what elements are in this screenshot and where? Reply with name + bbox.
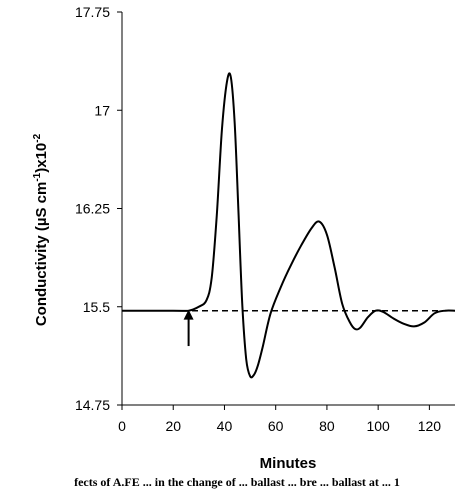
y-axis-ticks: 14.75 15.5 16.25 17 17.75 [75,4,122,413]
series-layer [122,72,456,379]
x-tick-label: 80 [319,418,335,434]
y-axis-title-sup-2: -2 [32,133,43,142]
x-tick-label: 20 [165,418,181,434]
x-tick-label: 60 [268,418,284,434]
axes [121,12,455,406]
y-axis-title-sup-1: -1 [32,172,43,181]
x-tick-label: 100 [366,418,390,434]
y-tick-label: 14.75 [75,397,110,413]
y-axis-title-part-2: )x10 [33,143,50,173]
y-tick-label: 17 [94,102,110,118]
x-tick-label: 0 [118,418,126,434]
x-axis-title: Minutes [260,455,317,472]
x-tick-label: 120 [418,418,442,434]
figure-caption: fects of A.FE ... in the change of ... b… [74,475,400,489]
x-tick-label: 40 [217,418,233,434]
x-axis-ticks: 0 20 40 60 80 100 120 [118,405,441,434]
conductivity-series-line [122,72,456,379]
y-tick-label: 15.5 [83,299,110,315]
y-tick-label: 17.75 [75,4,110,20]
y-axis-title-part-1: Conductivity (µS cm [33,182,50,327]
arrow-head [183,309,194,320]
y-axis-title: Conductivity (µS cm-1)x10-2 [32,133,50,326]
annotation-layer [183,309,194,347]
y-tick-label: 16.25 [75,201,110,217]
arrow-annotation [183,309,194,347]
